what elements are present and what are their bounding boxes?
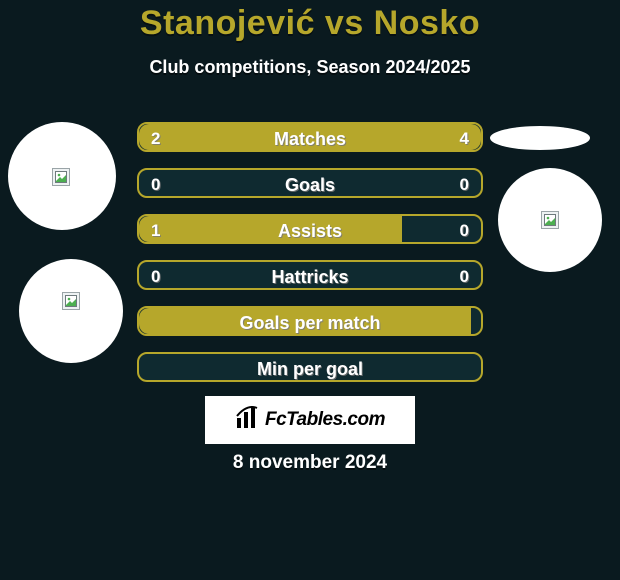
placeholder-image-icon: [541, 211, 559, 229]
stats-container: 24Matches 00Goals 10Assists 00Hattricks Goal…: [137, 122, 483, 398]
stat-label: Hattricks: [139, 262, 481, 290]
date-text: 8 november 2024: [0, 452, 620, 474]
fctables-text: FcTables.com: [265, 409, 385, 431]
fctables-logo-icon: [235, 406, 259, 435]
avatar-circle-left-2: [19, 259, 123, 363]
page-title: Stanojević vs Nosko: [0, 0, 620, 43]
stat-row: 10Assists: [137, 214, 483, 244]
decorative-ellipse: [490, 126, 590, 150]
stat-row: 00Goals: [137, 168, 483, 198]
stat-row: Goals per match: [137, 306, 483, 336]
stat-row: Min per goal: [137, 352, 483, 382]
stat-label: Min per goal: [139, 354, 481, 382]
stat-label: Goals per match: [139, 308, 481, 336]
page-subtitle: Club competitions, Season 2024/2025: [0, 57, 620, 78]
placeholder-image-icon: [62, 292, 80, 310]
placeholder-image-icon: [52, 168, 70, 186]
stat-label: Goals: [139, 170, 481, 198]
stat-row: 24Matches: [137, 122, 483, 152]
stat-label: Matches: [139, 124, 481, 152]
fctables-badge: FcTables.com: [205, 396, 415, 444]
stat-row: 00Hattricks: [137, 260, 483, 290]
stat-label: Assists: [139, 216, 481, 244]
